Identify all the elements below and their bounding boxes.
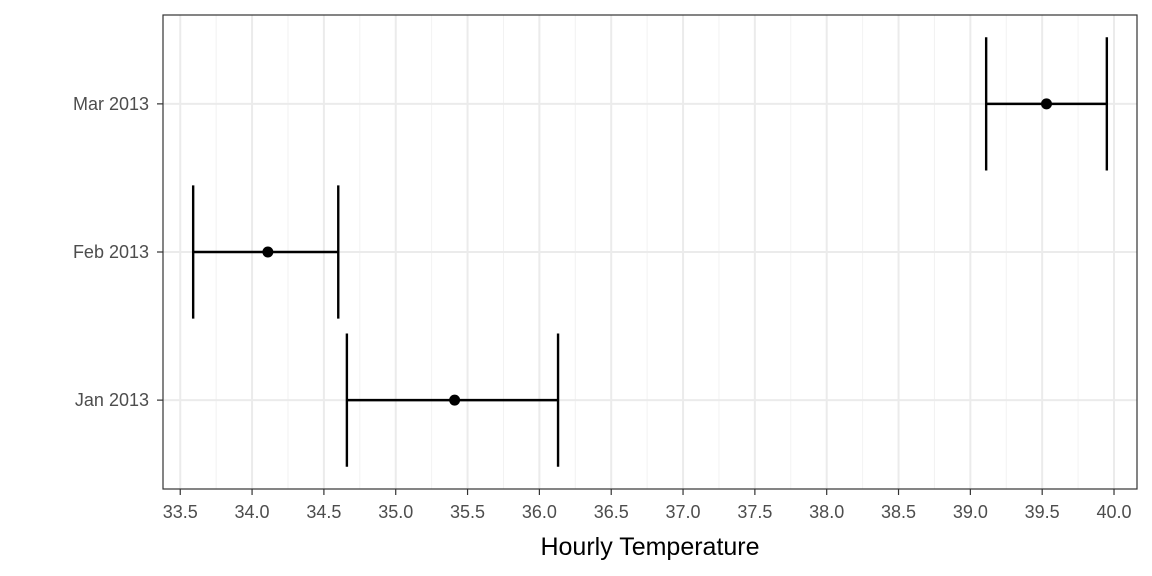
x-tick-label: 33.5 [163,502,198,522]
axes: 33.5 34.0 34.5 35.0 35.5 36.0 36.5 37.0 37.5 38.0… [73,94,1132,522]
x-tick-label: 37.0 [666,502,701,522]
x-tick-label: 40.0 [1096,502,1131,522]
point-estimate [1040,98,1052,110]
y-tick-label: Feb 2013 [73,242,149,262]
x-tick-label: 34.0 [235,502,270,522]
x-tick-label: 39.0 [953,502,988,522]
x-tick-label: 38.0 [809,502,844,522]
x-tick-label: 34.5 [306,502,341,522]
errorbar-mar-2013 [984,37,1109,171]
x-axis-title: Hourly Temperature [540,533,759,561]
errorbar-feb-2013 [191,185,340,319]
y-tick-label: Mar 2013 [73,94,149,114]
x-tick-label: 35.5 [450,502,485,522]
x-tick-label: 36.5 [594,502,629,522]
x-tick-label: 39.5 [1025,502,1060,522]
x-tick-label: 35.0 [378,502,413,522]
y-tick-label: Jan 2013 [75,390,149,410]
x-tick-label: 37.5 [737,502,772,522]
error-bars [191,37,1109,467]
point-estimate [449,394,461,406]
errorbar-jan-2013 [345,333,560,467]
x-tick-label: 36.0 [522,502,557,522]
x-tick-label: 38.5 [881,502,916,522]
point-estimate [262,246,274,258]
